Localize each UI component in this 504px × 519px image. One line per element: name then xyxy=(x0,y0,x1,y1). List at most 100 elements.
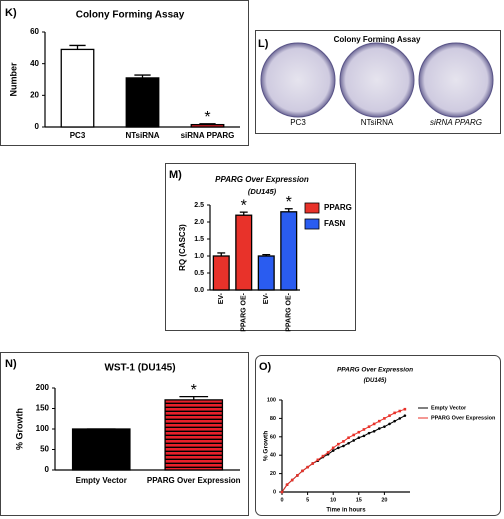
y-tick-label: 0.5 xyxy=(194,270,204,277)
point xyxy=(331,449,335,452)
point xyxy=(367,425,371,428)
y-tick-label: 0 xyxy=(35,122,40,131)
legend-swatch xyxy=(304,218,320,230)
x-tick-label: 5 xyxy=(306,497,309,503)
y-tick-label: 0 xyxy=(273,489,276,495)
point xyxy=(367,431,371,435)
point xyxy=(388,414,391,417)
panel-label: N) xyxy=(5,358,17,370)
point xyxy=(403,407,407,411)
legend-label: FASN xyxy=(324,219,346,228)
x-tick-label: EV- xyxy=(218,292,225,304)
point xyxy=(321,454,325,458)
y-tick-label: 1.0 xyxy=(194,253,204,260)
bar xyxy=(280,211,298,291)
y-tick-label: 2.0 xyxy=(194,219,204,226)
y-tick-label: 20 xyxy=(30,90,39,99)
panel-frame xyxy=(0,0,249,146)
error-bar xyxy=(239,211,248,216)
chart-title: Colony Forming Assay xyxy=(76,10,185,21)
panel-label: K) xyxy=(5,7,17,19)
x-tick-label: siRNA PPARG xyxy=(181,131,235,140)
point xyxy=(377,427,381,430)
point xyxy=(372,422,376,426)
bar xyxy=(257,255,275,291)
panel-frame xyxy=(165,163,356,331)
y-tick-label: 60 xyxy=(270,434,276,440)
chart: O) PPARG Over Expression (DU145) % Growth 0 2… xyxy=(259,361,496,514)
y-axis-label: Number xyxy=(8,62,18,97)
y-tick-label: 200 xyxy=(36,383,50,392)
chart: N) WST-1 (DU145) % Growth 0 50 100 150 200 Empty… xyxy=(5,358,241,485)
panel-label: M) xyxy=(169,169,182,181)
photo-caption: PC3 xyxy=(290,118,306,127)
point xyxy=(347,436,350,440)
point xyxy=(398,409,402,413)
series-line xyxy=(281,408,406,493)
dish xyxy=(418,42,494,118)
x-tick-label: EV- xyxy=(263,292,270,304)
point xyxy=(357,436,361,440)
photo-title: Colony Forming Assay xyxy=(334,35,421,44)
point xyxy=(337,446,340,450)
annotation: * xyxy=(204,109,210,126)
point xyxy=(398,417,402,420)
series-line xyxy=(281,415,406,493)
point xyxy=(403,414,407,417)
point xyxy=(337,442,340,446)
x-tick-label: PPARG OE- xyxy=(241,292,248,331)
y-axis-label: % Growth xyxy=(263,431,270,461)
error-bar xyxy=(284,208,293,212)
point xyxy=(306,465,309,469)
point xyxy=(342,444,345,448)
error-bar xyxy=(134,74,151,78)
x-tick-label: PPARG Over Expression xyxy=(147,476,241,485)
bar xyxy=(164,399,224,471)
x-axis-label: Time in hours xyxy=(326,508,366,514)
bar xyxy=(71,428,131,471)
y-tick-label: 150 xyxy=(36,404,50,413)
point xyxy=(377,419,381,423)
x-tick-label: 10 xyxy=(330,497,336,503)
photo-panel: L) Colony Forming Assay PC3 NTsiRNA siRN… xyxy=(258,35,494,127)
error-bar xyxy=(262,253,271,256)
annotation: * xyxy=(191,382,197,399)
point xyxy=(296,474,299,477)
point xyxy=(311,462,315,465)
point xyxy=(383,425,386,428)
chart: K) Colony Forming Assay Number 0 20 40 60 PC3 NT… xyxy=(5,7,240,140)
y-tick-label: 0 xyxy=(45,465,50,474)
annotation: * xyxy=(241,197,247,214)
chart-title: WST-1 (DU145) xyxy=(104,363,175,374)
y-axis-label: % Growth xyxy=(14,408,24,450)
y-tick-label: 100 xyxy=(36,424,50,433)
x-tick-label: PC3 xyxy=(70,131,86,140)
x-tick-label: PPARG OE- xyxy=(286,292,293,331)
x-tick-label: Empty Vector xyxy=(76,476,127,485)
y-axis-label: RQ (CASC3) xyxy=(178,224,187,271)
panel-label: O) xyxy=(259,361,272,373)
dish xyxy=(339,42,415,118)
photo-caption: siRNA PPARG xyxy=(430,118,482,127)
point xyxy=(352,433,355,437)
legend-label: PPARG xyxy=(324,203,352,212)
panel-frame xyxy=(255,355,501,516)
y-tick-label: 60 xyxy=(30,27,39,36)
point xyxy=(342,440,345,443)
chart-title: PPARG Over Expression xyxy=(337,367,413,374)
error-bar xyxy=(217,252,226,256)
legend-label: PPARG Over Expression xyxy=(431,415,496,421)
x-tick-label: 0 xyxy=(280,497,283,503)
x-tick-label: NTsiRNA xyxy=(125,131,159,140)
panel-frame xyxy=(0,352,249,516)
panel-label: L) xyxy=(258,38,269,50)
chart-title: PPARG Over Expression xyxy=(215,175,309,184)
point xyxy=(372,429,376,433)
point xyxy=(362,434,366,438)
point xyxy=(357,430,361,434)
error-bar xyxy=(69,44,86,50)
bar xyxy=(212,255,230,291)
point xyxy=(362,428,366,431)
point xyxy=(290,478,294,482)
